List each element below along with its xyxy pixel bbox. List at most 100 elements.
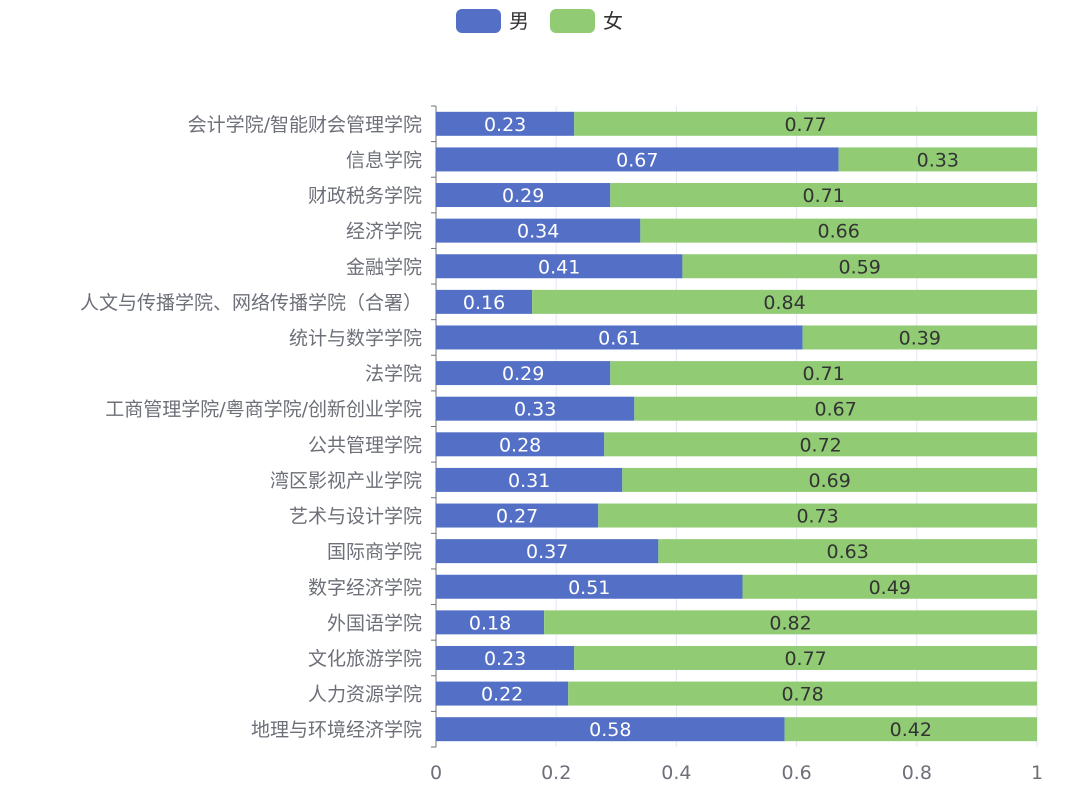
bar-female[interactable]: [598, 503, 1037, 528]
bar-female[interactable]: [568, 681, 1037, 706]
bar-female[interactable]: [802, 325, 1037, 350]
bar-female[interactable]: [838, 147, 1037, 172]
category-label: 数字经济学院: [308, 577, 422, 599]
category-label: 外国语学院: [327, 612, 422, 634]
data-label-female: 0.77: [784, 114, 826, 136]
legend-label[interactable]: 男: [509, 9, 529, 33]
bar-male[interactable]: [436, 111, 575, 136]
category-label: 人力资源学院: [308, 684, 422, 706]
data-label-female: 0.78: [781, 684, 823, 706]
bar-female[interactable]: [610, 361, 1037, 386]
data-label-male: 0.29: [502, 363, 544, 385]
bar-female[interactable]: [784, 717, 1037, 742]
data-label-female: 0.71: [802, 185, 844, 207]
data-label-male: 0.37: [526, 541, 568, 563]
bar-male[interactable]: [436, 361, 611, 386]
category-label: 法学院: [365, 363, 422, 385]
category-label: 地理与环境经济学院: [251, 719, 422, 741]
bar-male[interactable]: [436, 325, 803, 350]
bar-female[interactable]: [640, 218, 1037, 243]
bar-male[interactable]: [436, 503, 599, 528]
legend-label[interactable]: 女: [603, 9, 623, 33]
bar-female[interactable]: [634, 396, 1037, 421]
grid-lines: [555, 106, 1038, 747]
data-label-male: 0.33: [514, 399, 556, 421]
data-labels: 0.23 0.77 0.67 0.33 0.29 0.71 0.34 0.66 0.41 0.59…: [463, 114, 959, 741]
bar-male[interactable]: [436, 645, 575, 670]
bar-male[interactable]: [436, 539, 659, 564]
bar-female[interactable]: [610, 183, 1037, 208]
x-tick-label: 0.8: [902, 762, 932, 784]
data-label-female: 0.82: [769, 612, 811, 634]
data-label-male: 0.18: [469, 612, 511, 634]
category-label: 经济学院: [346, 221, 422, 243]
x-tick-labels: 0 0.2 0.4 0.6 0.8 1: [430, 762, 1043, 784]
data-label-male: 0.51: [568, 577, 610, 599]
bar-male[interactable]: [436, 254, 683, 279]
data-label-female: 0.39: [899, 327, 941, 349]
bar-male[interactable]: [436, 467, 623, 492]
y-axis: [431, 105, 437, 748]
bars: [436, 111, 1037, 742]
category-label: 公共管理学院: [308, 434, 422, 456]
category-label: 艺术与设计学院: [289, 506, 422, 528]
category-label: 信息学院: [346, 149, 422, 171]
x-tick-label: 0.2: [541, 762, 571, 784]
data-label-male: 0.67: [616, 149, 658, 171]
bar-male[interactable]: [436, 610, 545, 635]
data-label-male: 0.31: [508, 470, 550, 492]
data-label-male: 0.61: [598, 327, 640, 349]
bar-female[interactable]: [544, 610, 1037, 635]
legend[interactable]: 男女: [456, 9, 623, 33]
data-label-female: 0.33: [917, 149, 959, 171]
data-label-male: 0.23: [484, 114, 526, 136]
bar-female[interactable]: [574, 645, 1037, 670]
bar-male[interactable]: [436, 396, 635, 421]
bar-male[interactable]: [436, 432, 605, 457]
bar-female[interactable]: [658, 539, 1037, 564]
x-tick-label: 1: [1031, 762, 1043, 784]
bar-female[interactable]: [604, 432, 1037, 457]
bar-female[interactable]: [532, 289, 1037, 314]
bar-male[interactable]: [436, 218, 641, 243]
data-label-male: 0.16: [463, 292, 505, 314]
legend-swatch[interactable]: [456, 9, 501, 33]
data-label-female: 0.67: [815, 399, 857, 421]
category-label: 统计与数学学院: [289, 327, 422, 349]
bar-male[interactable]: [436, 574, 743, 599]
bar-female[interactable]: [622, 467, 1037, 492]
data-label-female: 0.84: [763, 292, 805, 314]
bar-male[interactable]: [436, 681, 569, 706]
bar-male[interactable]: [436, 183, 611, 208]
category-label: 金融学院: [346, 256, 422, 278]
category-label: 国际商学院: [327, 541, 422, 563]
category-label: 人文与传播学院、网络传播学院（合署）: [80, 292, 422, 314]
bar-male[interactable]: [436, 147, 839, 172]
bar-female[interactable]: [682, 254, 1037, 279]
data-label-female: 0.49: [869, 577, 911, 599]
data-label-male: 0.27: [496, 506, 538, 528]
data-label-male: 0.28: [499, 434, 541, 456]
data-label-female: 0.73: [796, 506, 838, 528]
category-label: 湾区影视产业学院: [270, 470, 422, 492]
data-label-male: 0.58: [589, 719, 631, 741]
data-label-female: 0.63: [827, 541, 869, 563]
data-label-female: 0.69: [808, 470, 850, 492]
bar-female[interactable]: [742, 574, 1037, 599]
legend-item-male[interactable]: 男: [456, 9, 529, 33]
data-label-female: 0.66: [818, 221, 860, 243]
legend-item-female[interactable]: 女: [550, 9, 623, 33]
bar-male[interactable]: [436, 289, 533, 314]
bar-female[interactable]: [574, 111, 1037, 136]
category-labels: 会计学院/智能财会管理学院信息学院财政税务学院经济学院金融学院人文与传播学院、网…: [80, 114, 422, 741]
x-tick-label: 0.4: [661, 762, 691, 784]
data-label-female: 0.59: [839, 256, 881, 278]
legend-swatch[interactable]: [550, 9, 595, 33]
x-tick-label: 0: [430, 762, 442, 784]
x-tick-label: 0.6: [781, 762, 811, 784]
data-label-female: 0.72: [799, 434, 841, 456]
bar-male[interactable]: [436, 717, 785, 742]
data-label-female: 0.42: [890, 719, 932, 741]
category-label: 财政税务学院: [308, 185, 422, 207]
